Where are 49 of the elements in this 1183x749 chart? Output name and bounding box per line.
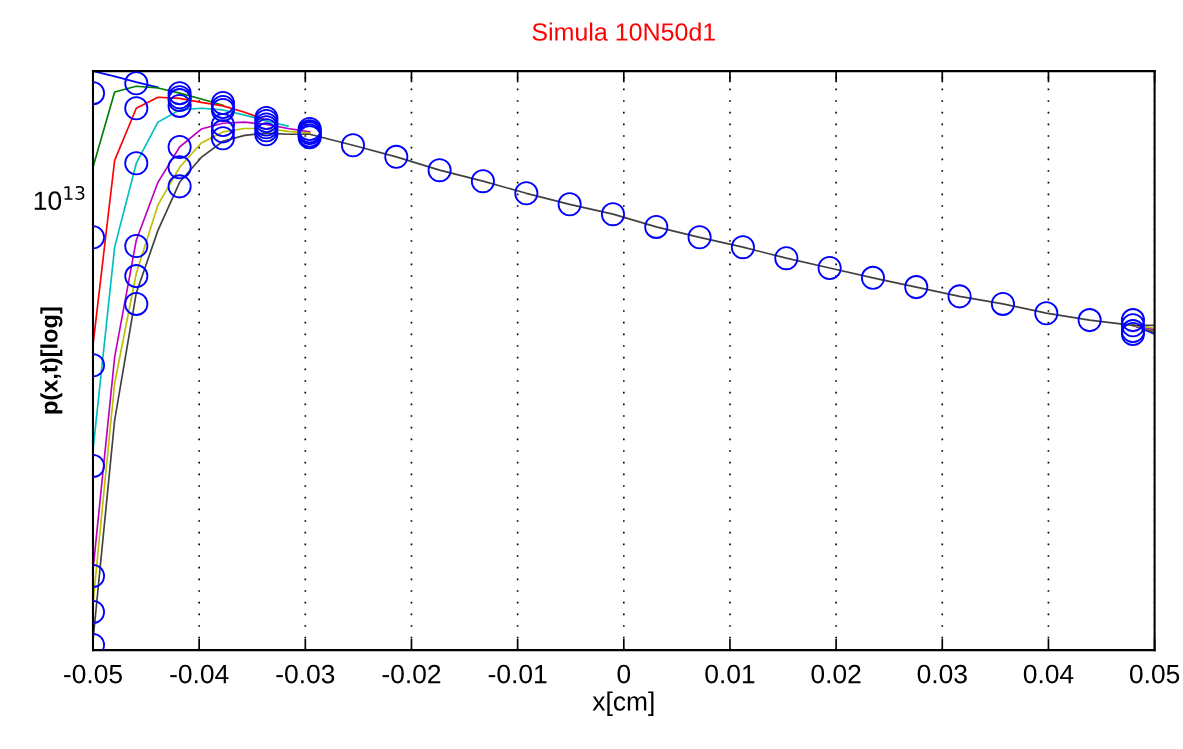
point: [124, 96, 149, 121]
point: [167, 155, 192, 180]
point: [860, 265, 885, 290]
point: [1077, 308, 1102, 333]
chart-title: Simula 10N50d1: [532, 22, 715, 41]
point: [167, 174, 192, 199]
point: [947, 284, 972, 309]
point: [210, 119, 235, 144]
point: [340, 133, 365, 158]
point: [514, 181, 539, 206]
x-tick-label: 0.01: [705, 664, 755, 684]
x-tick-label: -0.02: [382, 664, 441, 684]
x-tick-label: 0.05: [1129, 664, 1180, 684]
point: [557, 192, 582, 217]
point: [210, 90, 235, 116]
point: [384, 144, 409, 169]
point: [774, 246, 799, 271]
point: [1034, 301, 1059, 326]
point: [167, 134, 192, 160]
point: [1120, 308, 1145, 333]
point: [167, 93, 192, 118]
point: [124, 233, 149, 259]
x-tick-label: 0.02: [811, 664, 861, 684]
x-tick-label: 0: [617, 664, 631, 684]
x-tick-label: -0.03: [276, 664, 335, 684]
point: [1120, 313, 1145, 338]
point: [990, 291, 1015, 316]
point: [687, 225, 712, 250]
x-tick-label: -0.04: [170, 664, 229, 684]
point: [124, 71, 149, 96]
point: [210, 112, 235, 138]
point: [470, 169, 495, 194]
point: [124, 151, 149, 176]
point: [730, 235, 755, 260]
text: 10$^{13}$: [34, 185, 85, 211]
point: [427, 158, 452, 183]
point: [600, 202, 625, 227]
point: [124, 291, 149, 316]
point: [644, 214, 669, 239]
x-tick-label: 0.04: [1023, 664, 1074, 684]
y-axis-title: p(x,t)[log]: [40, 307, 63, 414]
x-axis-title: x[cm]: [592, 691, 654, 716]
x-tick-label: 0.03: [917, 664, 967, 684]
point: [817, 255, 842, 281]
x-tick-label: -0.05: [64, 664, 122, 684]
point: [904, 275, 929, 300]
point: [210, 126, 235, 151]
x-tick-label: -0.01: [488, 664, 547, 684]
point: [124, 264, 149, 289]
